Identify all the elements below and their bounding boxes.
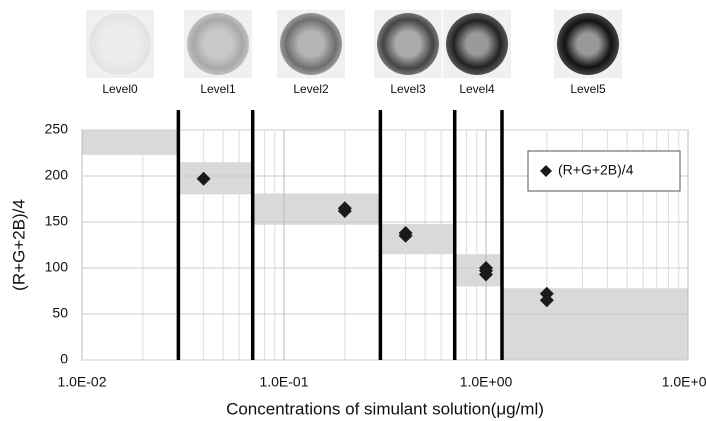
level-band bbox=[455, 254, 502, 286]
level-band bbox=[253, 193, 381, 224]
legend-label: (R+G+2B)/4 bbox=[558, 162, 634, 178]
level-label: Level0 bbox=[102, 82, 138, 96]
y-axis-label: (R+G+2B)/4 bbox=[9, 199, 28, 291]
x-tick-label: 1.0E-02 bbox=[57, 374, 106, 390]
level-band bbox=[502, 288, 688, 360]
level-label: Level4 bbox=[459, 82, 495, 96]
y-tick-label: 0 bbox=[60, 351, 68, 367]
chart: Concentrations of simulant solution(μg/m… bbox=[0, 0, 706, 421]
x-tick-label: 1.0E+01 bbox=[662, 374, 706, 390]
y-tick-label: 250 bbox=[45, 121, 69, 137]
level-image bbox=[557, 13, 619, 75]
y-tick-label: 50 bbox=[52, 305, 68, 321]
x-axis-label: Concentrations of simulant solution(μg/m… bbox=[226, 399, 544, 418]
level-image bbox=[377, 13, 439, 75]
y-tick-label: 100 bbox=[45, 259, 69, 275]
level-band bbox=[82, 130, 178, 155]
level-image bbox=[187, 13, 249, 75]
x-tick-label: 1.0E+00 bbox=[460, 374, 513, 390]
level-band bbox=[380, 224, 454, 254]
x-tick-label: 1.0E-01 bbox=[259, 374, 308, 390]
level-image bbox=[89, 13, 151, 75]
level-band bbox=[178, 162, 252, 194]
level-image bbox=[446, 13, 508, 75]
y-tick-label: 200 bbox=[45, 167, 69, 183]
level-label: Level3 bbox=[390, 82, 426, 96]
level-image bbox=[280, 13, 342, 75]
level-label: Level2 bbox=[293, 82, 329, 96]
level-label: Level5 bbox=[570, 82, 606, 96]
level-label: Level1 bbox=[200, 82, 236, 96]
y-tick-label: 150 bbox=[45, 213, 69, 229]
